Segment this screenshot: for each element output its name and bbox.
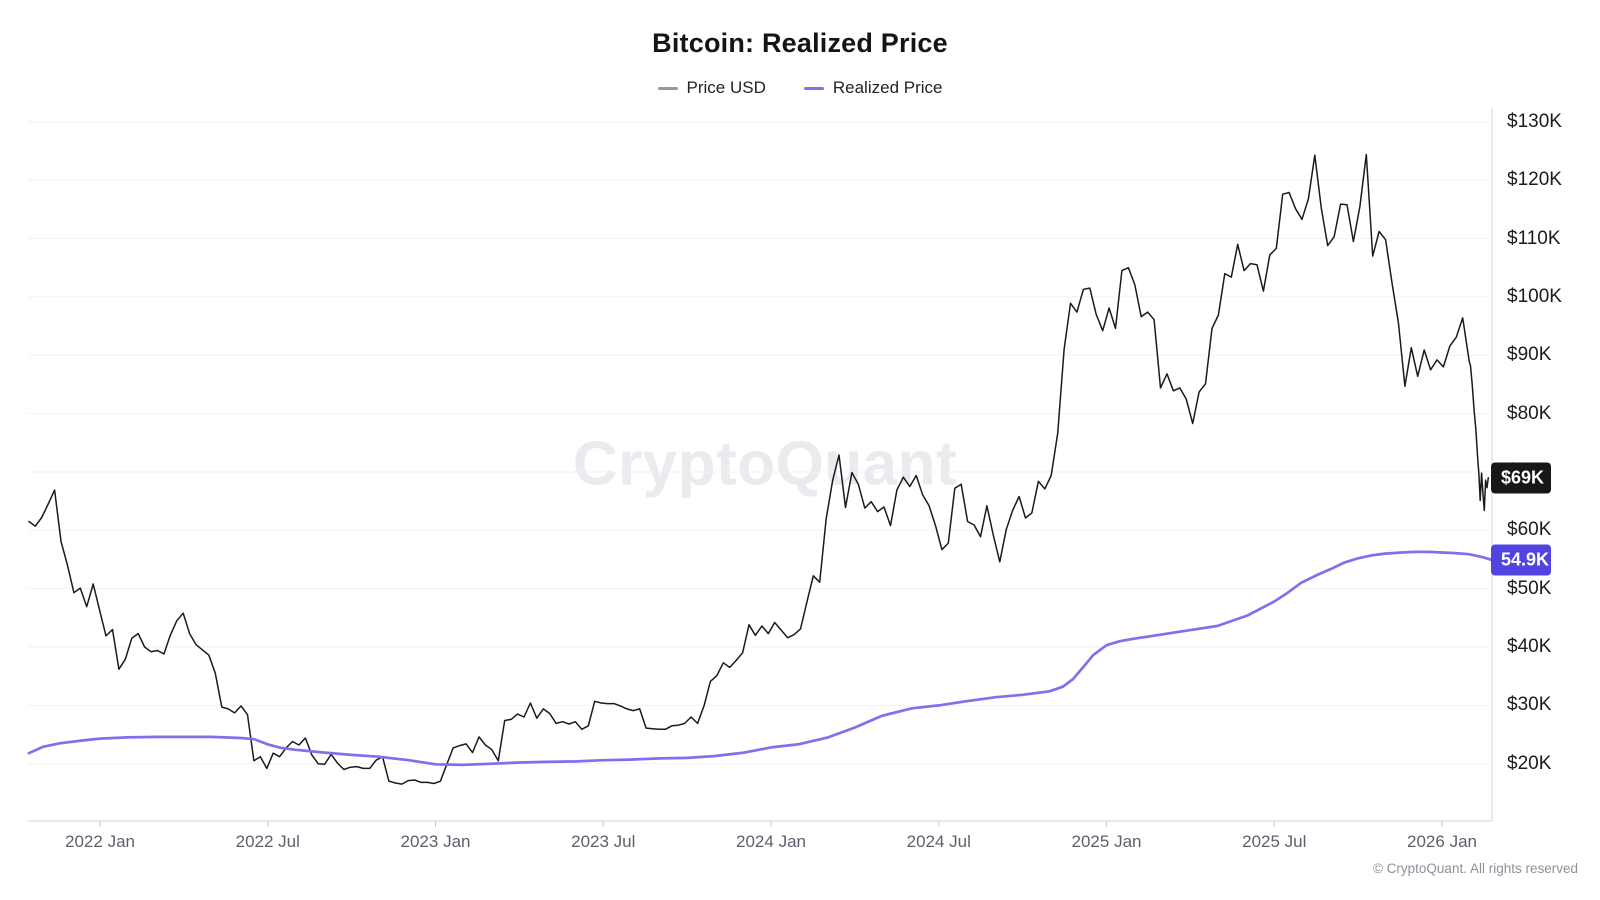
copyright-text: © CryptoQuant. All rights reserved xyxy=(1372,861,1578,876)
price-usd-swatch-icon xyxy=(657,86,678,90)
legend-label-realized-price: Realized Price xyxy=(832,78,943,97)
page-title: Bitcoin: Realized Price xyxy=(652,28,948,58)
legend-item-realized-price[interactable]: Realized Price xyxy=(803,78,943,98)
legend-label-price-usd: Price USD xyxy=(686,78,766,97)
price-usd-line xyxy=(28,153,1490,785)
realized-price-line xyxy=(27,550,1494,767)
realized-price-swatch-icon xyxy=(803,86,824,90)
legend: Price USD Realized Price xyxy=(0,78,1600,98)
cryptoquant-watermark: CryptoQuant xyxy=(572,429,958,499)
legend-item-price-usd[interactable]: Price USD xyxy=(657,78,766,98)
